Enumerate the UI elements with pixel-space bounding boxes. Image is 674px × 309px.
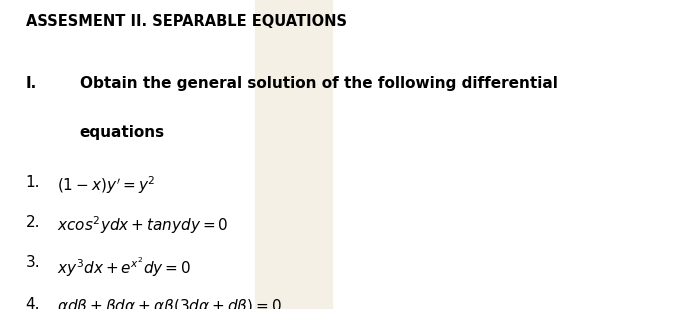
Text: equations: equations <box>80 125 164 140</box>
Text: $xcos^2ydx + tanydy = 0$: $xcos^2ydx + tanydy = 0$ <box>57 215 229 236</box>
Text: 2.: 2. <box>26 215 40 230</box>
Text: Obtain the general solution of the following differential: Obtain the general solution of the follo… <box>80 76 557 91</box>
Text: 3.: 3. <box>26 255 40 270</box>
Text: 1.: 1. <box>26 175 40 190</box>
Text: I.: I. <box>26 76 37 91</box>
Text: $xy^3dx + e^{x^2}dy = 0$: $xy^3dx + e^{x^2}dy = 0$ <box>57 255 191 278</box>
Text: $(1 - x)y' = y^2$: $(1 - x)y' = y^2$ <box>57 175 156 196</box>
Text: 4.: 4. <box>26 297 40 309</box>
Text: $\alpha d\beta + \beta d\alpha + \alpha\beta(3d\alpha + d\beta) = 0$: $\alpha d\beta + \beta d\alpha + \alpha\… <box>57 297 282 309</box>
Bar <box>255 0 332 309</box>
Text: ASSESMENT II. SEPARABLE EQUATIONS: ASSESMENT II. SEPARABLE EQUATIONS <box>26 14 346 29</box>
